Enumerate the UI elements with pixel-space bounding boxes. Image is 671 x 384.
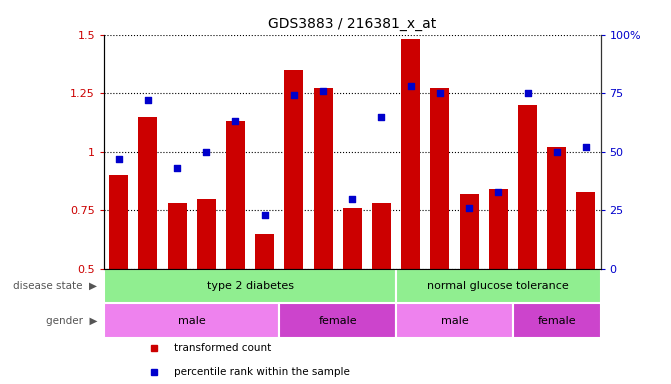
Text: type 2 diabetes: type 2 diabetes [207,281,293,291]
Point [522,90,533,96]
Point [172,165,183,171]
Point [113,156,124,162]
Point [552,149,562,155]
Point [201,149,211,155]
Point [464,205,474,211]
Bar [401,39,420,269]
Point [435,90,446,96]
Bar [104,269,396,303]
Bar [168,203,187,269]
Bar [138,117,157,269]
Bar [518,105,537,269]
Bar [548,147,566,269]
Text: male: male [441,316,468,326]
Point [317,88,328,94]
Point [289,93,299,99]
Bar [285,70,303,269]
Point [580,144,591,150]
Bar [104,303,279,338]
Point [142,97,153,103]
Text: female: female [537,316,576,326]
Bar [109,175,128,269]
Text: transformed count: transformed count [174,343,271,354]
Bar [396,303,513,338]
Text: disease state  ▶: disease state ▶ [13,281,97,291]
Point [376,114,387,120]
Point [347,195,358,202]
Text: gender  ▶: gender ▶ [46,316,97,326]
Bar [343,208,362,269]
Bar [430,88,450,269]
Bar [488,189,508,269]
Bar [396,269,601,303]
Point [259,212,270,218]
Text: male: male [178,316,205,326]
Text: percentile rank within the sample: percentile rank within the sample [174,367,350,377]
Bar [513,303,601,338]
Bar [226,121,245,269]
Point [493,189,504,195]
Bar [279,303,396,338]
Bar [197,199,216,269]
Bar [255,233,274,269]
Bar [576,192,595,269]
Bar [460,194,478,269]
Point [230,118,241,124]
Point [405,83,416,89]
Text: female: female [318,316,357,326]
Text: normal glucose tolerance: normal glucose tolerance [427,281,569,291]
Bar [313,88,333,269]
Bar [372,203,391,269]
Text: GDS3883 / 216381_x_at: GDS3883 / 216381_x_at [268,17,436,31]
